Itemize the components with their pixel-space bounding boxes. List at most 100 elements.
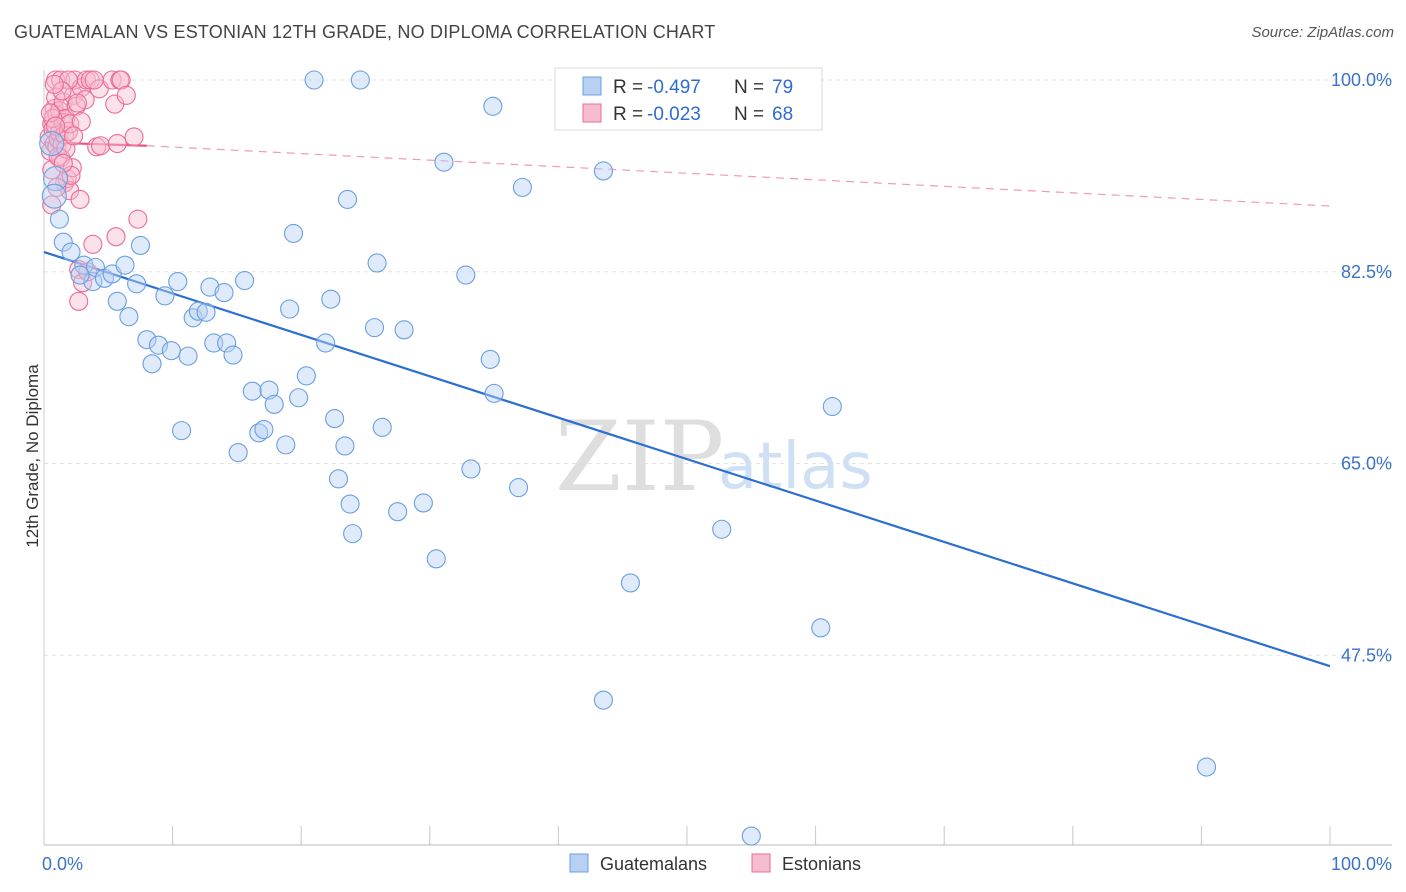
guatemalans-point-78 bbox=[70, 265, 90, 285]
guatemalans-point-31 bbox=[223, 345, 243, 365]
guatemalans-point-42 bbox=[289, 388, 309, 408]
estonians-point-65 bbox=[46, 116, 66, 136]
guatemalans-point-70 bbox=[593, 690, 613, 710]
guatemalans-point-76 bbox=[1196, 757, 1217, 777]
guatemalans-point-74 bbox=[811, 618, 831, 638]
guatemalans-point-49 bbox=[335, 436, 355, 456]
guatemalans-point-25 bbox=[188, 301, 208, 321]
guatemalans-point-72 bbox=[712, 519, 732, 539]
legend-r-value-1: -0.497 bbox=[647, 77, 701, 98]
y-tick-label-0: 100.0% bbox=[1331, 70, 1392, 90]
estonians-point-50 bbox=[128, 209, 148, 229]
guatemalans-point-48 bbox=[328, 469, 349, 489]
guatemalans-point-62 bbox=[456, 265, 476, 285]
y-tick-label-1: 82.5% bbox=[1341, 262, 1392, 282]
guatemalans-trendline bbox=[43, 250, 1331, 668]
estonians-points bbox=[39, 70, 148, 311]
guatemalans-point-40 bbox=[280, 299, 300, 319]
guatemalans-point-21 bbox=[168, 272, 188, 292]
legend-r-label-2: R = bbox=[613, 104, 643, 125]
chart-title: GUATEMALAN VS ESTONIAN 12TH GRADE, NO DI… bbox=[14, 22, 716, 42]
estonians-point-26 bbox=[62, 158, 82, 178]
guatemalans-point-4 bbox=[53, 232, 73, 252]
estonians-point-44 bbox=[106, 227, 126, 247]
legend-r-value-2: -0.023 bbox=[647, 104, 701, 125]
estonians-point-54 bbox=[58, 70, 78, 90]
guatemalans-point-41 bbox=[283, 223, 304, 243]
guatemalans-point-43 bbox=[296, 366, 316, 386]
guatemalans-point-18 bbox=[148, 335, 169, 355]
legend-n-value-1: 79 bbox=[772, 77, 793, 98]
guatemalans-point-67 bbox=[508, 478, 529, 498]
guatemalans-point-47 bbox=[325, 409, 345, 429]
guatemalans-point-2 bbox=[41, 183, 67, 209]
estonians-point-49 bbox=[124, 127, 144, 147]
legend-n-label-1: N = bbox=[734, 77, 764, 98]
guatemalans-point-56 bbox=[372, 417, 392, 437]
legend-bottom-label-guatemalans: Guatemalans bbox=[600, 854, 707, 874]
estonians-point-61 bbox=[44, 74, 64, 94]
estonians-point-48 bbox=[116, 85, 136, 105]
guatemalans-point-68 bbox=[512, 177, 532, 197]
guatemalans-point-61 bbox=[434, 152, 454, 172]
guatemalans-point-5 bbox=[61, 242, 81, 262]
estonians-point-53 bbox=[43, 108, 63, 128]
x-tick-labels: 0.0% 100.0% bbox=[42, 854, 1392, 874]
axes bbox=[43, 70, 1392, 846]
guatemalans-points bbox=[39, 70, 1217, 846]
guatemalans-point-51 bbox=[337, 189, 358, 209]
guatemalans-point-27 bbox=[200, 277, 220, 297]
estonians-trendline-extension bbox=[146, 145, 1331, 207]
guatemalans-point-65 bbox=[484, 383, 504, 403]
guatemalans-point-24 bbox=[183, 308, 203, 328]
estonians-point-31 bbox=[69, 291, 89, 311]
guatemalans-point-30 bbox=[217, 333, 237, 353]
guatemalans-point-63 bbox=[461, 459, 481, 479]
gridlines bbox=[44, 79, 1392, 656]
guatemalans-point-71 bbox=[620, 573, 640, 593]
legend-bottom: Guatemalans Estonians bbox=[569, 853, 861, 874]
guatemalans-point-69 bbox=[593, 161, 613, 181]
guatemalans-point-19 bbox=[155, 286, 175, 306]
guatemalans-point-45 bbox=[316, 333, 336, 353]
guatemalans-point-14 bbox=[127, 274, 147, 294]
estonians-point-52 bbox=[48, 147, 68, 167]
estonians-point-41 bbox=[91, 136, 111, 156]
watermark-zip: ZIP bbox=[555, 401, 724, 513]
guatemalans-point-15 bbox=[130, 235, 150, 256]
watermark-atlas: atlas bbox=[718, 430, 873, 504]
estonians-point-38 bbox=[83, 234, 103, 254]
guatemalans-point-26 bbox=[196, 302, 216, 322]
estonians-point-47 bbox=[111, 70, 131, 90]
guatemalans-point-29 bbox=[214, 283, 234, 303]
legend-n-label-2: N = bbox=[734, 104, 764, 125]
guatemalans-point-36 bbox=[254, 419, 274, 440]
x-tick-label-1: 100.0% bbox=[1331, 854, 1392, 874]
guatemalans-point-16 bbox=[137, 330, 157, 350]
estonians-point-32 bbox=[70, 189, 90, 209]
guatemalans-point-52 bbox=[343, 524, 363, 544]
guatemalans-point-37 bbox=[259, 380, 279, 400]
guatemalans-point-34 bbox=[242, 381, 262, 401]
estonians-point-59 bbox=[52, 81, 72, 101]
guatemalans-point-39 bbox=[276, 435, 296, 455]
legend-bottom-swatch-pink bbox=[751, 853, 771, 873]
guatemalans-point-44 bbox=[304, 70, 324, 90]
legend-top: R = -0.497 N = 79 R = -0.023 N = 68 bbox=[554, 67, 823, 131]
legend-bottom-swatch-blue bbox=[569, 853, 589, 873]
guatemalans-point-35 bbox=[249, 423, 269, 443]
y-tick-label-2: 65.0% bbox=[1341, 454, 1392, 474]
y-axis-title: 12th Grade, No Diploma bbox=[23, 364, 42, 548]
estonians-point-64 bbox=[84, 70, 104, 90]
legend-swatch-pink bbox=[582, 103, 602, 123]
guatemalans-point-46 bbox=[321, 289, 341, 309]
estonians-point-55 bbox=[67, 93, 87, 113]
guatemalans-point-6 bbox=[74, 255, 94, 275]
guatemalans-point-17 bbox=[142, 354, 162, 374]
guatemalans-point-12 bbox=[115, 255, 135, 275]
legend-swatch-blue bbox=[582, 76, 602, 96]
guatemalans-point-53 bbox=[350, 70, 370, 90]
source-label: Source: ZipAtlas.com bbox=[1251, 24, 1394, 41]
legend-n-value-2: 68 bbox=[772, 104, 793, 125]
